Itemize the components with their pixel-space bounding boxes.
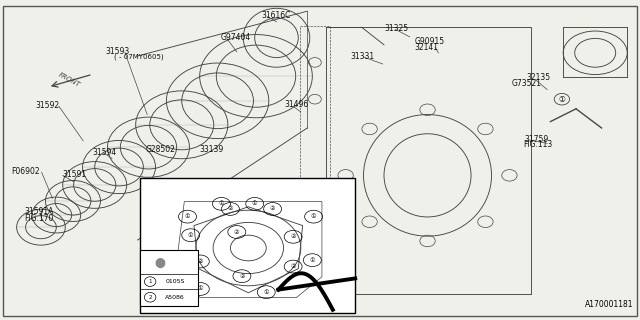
Text: ①: ① xyxy=(310,258,315,263)
Text: 31591: 31591 xyxy=(63,170,87,179)
Text: G90915: G90915 xyxy=(415,37,445,46)
Text: A5086: A5086 xyxy=(165,295,185,300)
Text: 33139: 33139 xyxy=(200,145,224,154)
Text: 31591A: 31591A xyxy=(24,207,54,216)
Text: ①: ① xyxy=(198,286,203,292)
Text: A170001181: A170001181 xyxy=(585,300,634,309)
Text: ①: ① xyxy=(185,214,190,219)
Text: ②: ② xyxy=(291,234,296,239)
Bar xyxy=(140,250,198,306)
Text: ②: ② xyxy=(198,259,203,264)
Text: ( - 07MY0605): ( - 07MY0605) xyxy=(114,54,164,60)
Text: F06902: F06902 xyxy=(12,167,40,176)
Text: ①: ① xyxy=(559,95,565,104)
Text: ②: ② xyxy=(239,274,244,279)
Text: ①: ① xyxy=(252,201,257,206)
Text: ⬤: ⬤ xyxy=(155,258,166,268)
Text: 31592: 31592 xyxy=(35,101,60,110)
Text: 2: 2 xyxy=(148,295,152,300)
Text: ①: ① xyxy=(188,233,193,238)
Text: ②: ② xyxy=(291,264,296,269)
Text: ①: ① xyxy=(264,290,269,295)
Text: 32135: 32135 xyxy=(526,73,550,82)
Text: ①: ① xyxy=(311,214,316,219)
Bar xyxy=(140,178,355,313)
Text: 31593: 31593 xyxy=(106,47,130,56)
Text: FIG.113: FIG.113 xyxy=(524,140,553,149)
Text: 32141: 32141 xyxy=(415,43,439,52)
Text: 31616C: 31616C xyxy=(261,11,291,20)
Text: 1: 1 xyxy=(148,279,152,284)
Text: FIG.170: FIG.170 xyxy=(24,214,54,223)
Text: ①: ① xyxy=(219,201,224,206)
Text: FRONT: FRONT xyxy=(57,71,81,88)
Text: G97404: G97404 xyxy=(221,33,251,42)
Text: ②: ② xyxy=(228,206,233,212)
Text: 31325: 31325 xyxy=(384,24,408,33)
Text: 0105S: 0105S xyxy=(165,279,184,284)
Text: ②: ② xyxy=(234,229,239,235)
Text: 31496: 31496 xyxy=(285,100,309,109)
Text: G73521: G73521 xyxy=(512,79,542,88)
Text: ②: ② xyxy=(270,206,275,212)
Text: 31594: 31594 xyxy=(93,148,117,156)
Text: G28502: G28502 xyxy=(146,145,176,154)
Text: 31331: 31331 xyxy=(351,52,375,60)
Text: 31759: 31759 xyxy=(525,135,549,144)
